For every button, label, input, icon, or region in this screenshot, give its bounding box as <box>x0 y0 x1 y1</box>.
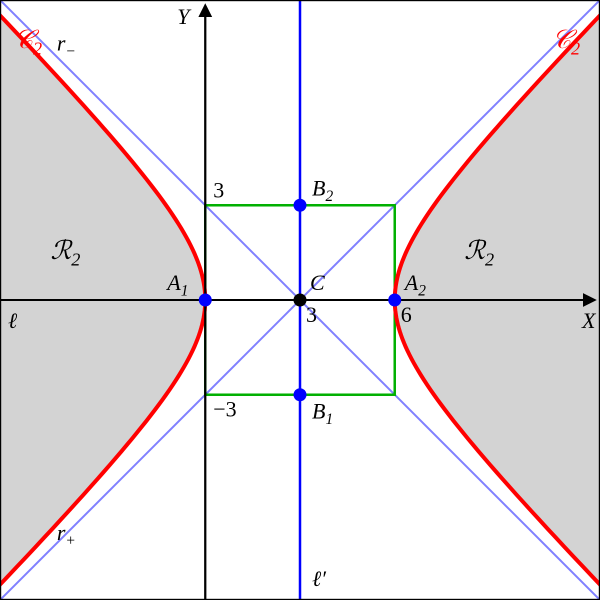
svg-text:𝒞2: 𝒞2 <box>552 25 580 59</box>
svg-text:r−: r− <box>57 31 76 61</box>
svg-text:Y: Y <box>177 4 192 29</box>
svg-text:3: 3 <box>306 302 317 327</box>
svg-text:𝒞2: 𝒞2 <box>14 25 42 59</box>
svg-text:B2: B2 <box>312 175 333 205</box>
svg-text:X: X <box>581 308 597 333</box>
svg-text:ℓ′: ℓ′ <box>312 566 327 591</box>
svg-text:B1: B1 <box>312 399 333 429</box>
svg-text:−3: −3 <box>213 397 236 422</box>
svg-text:6: 6 <box>401 302 412 327</box>
svg-text:C: C <box>310 270 325 295</box>
svg-text:3: 3 <box>213 177 224 202</box>
hyperbola-diagram: XYr−r+ℓℓ′𝒞2𝒞2ℛ2ℛ2A1A2B2B1C3−336 <box>0 0 600 600</box>
svg-text:r+: r+ <box>57 520 76 550</box>
svg-text:ℓ: ℓ <box>8 308 18 333</box>
